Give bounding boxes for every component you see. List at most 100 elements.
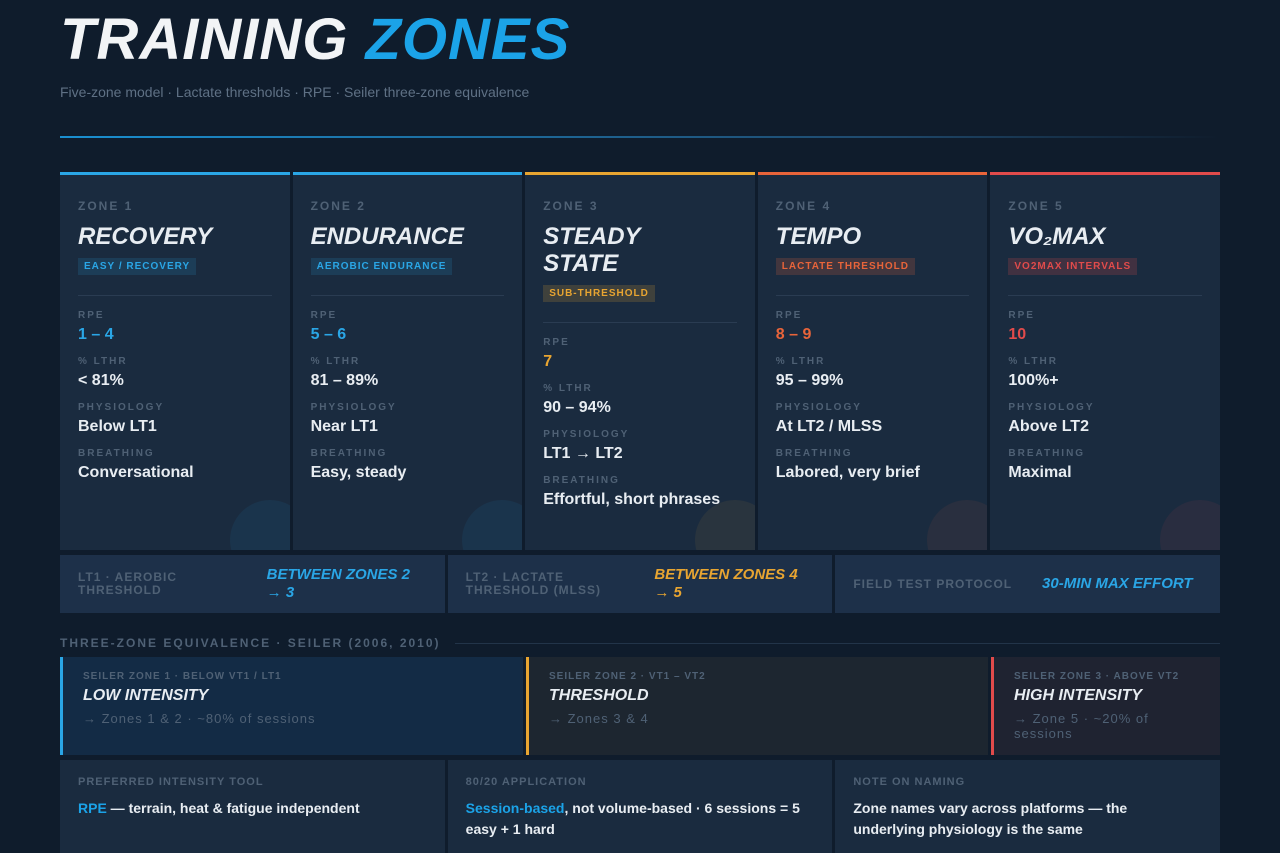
zone-tag: EASY / RECOVERY <box>78 258 197 275</box>
field-label: BREATHING <box>775 448 853 459</box>
field-value: 7 <box>543 353 553 370</box>
note-highlight: Session-based <box>465 800 565 816</box>
note-text: Zone names vary across platforms — the u… <box>853 798 1202 840</box>
field-value: 81 – 89% <box>310 372 379 389</box>
threshold-value: BETWEEN ZONES 2 → 3 <box>266 566 411 601</box>
field-label: % LTHR <box>1008 356 1058 367</box>
title-a: TRAINING <box>60 7 349 72</box>
note-highlight: RPE <box>78 800 107 816</box>
field-value: 90 – 94% <box>543 399 611 416</box>
field-label: RPE <box>543 337 570 348</box>
field-value: 5 – 6 <box>310 326 347 343</box>
zone-card: ZONE 3 STEADY STATE SUB-THRESHOLD RPE 7 % LTH… <box>525 172 755 550</box>
threshold-value: 30-MIN MAX EFFORT <box>1042 575 1193 592</box>
note-text: Zone names vary across platforms — the u… <box>853 800 1128 837</box>
field-value: 100%+ <box>1008 372 1059 389</box>
seiler-name: LOW INTENSITY <box>83 687 209 704</box>
decoration <box>927 500 988 550</box>
threshold: FIELD TEST PROTOCOL 30-MIN MAX EFFORT <box>835 555 1221 613</box>
field-label: % LTHR <box>775 356 826 367</box>
note-label: PREFERRED INTENSITY TOOL <box>78 776 264 788</box>
threshold-label: LT1 · AEROBIC THRESHOLD <box>78 570 177 597</box>
seiler-note: → Zones 1 & 2 · ~80% of sessions <box>83 711 316 726</box>
seiler-zone: SEILER ZONE 1 · BELOW VT1 / LT1 LOW INTEN… <box>60 657 523 755</box>
divider <box>60 136 1220 138</box>
field-value: Conversational <box>78 464 194 481</box>
seiler-name: HIGH INTENSITY <box>1014 687 1143 704</box>
note-text: Session-based, not volume-based · 6 sess… <box>466 798 815 840</box>
field-label: % LTHR <box>310 356 361 367</box>
threshold-label: FIELD TEST PROTOCOL <box>853 576 1013 591</box>
threshold: LT2 · LACTATE THRESHOLD (MLSS) BETWEEN ZO… <box>447 555 833 613</box>
field-label: PHYSIOLOGY <box>1008 402 1095 413</box>
seiler-heading: THREE-ZONE EQUIVALENCE · SEILER (2006, 2… <box>60 636 1220 650</box>
threshold-label: LT2 · LACTATE THRESHOLD (MLSS) <box>465 570 601 597</box>
note: PREFERRED INTENSITY TOOL RPE — terrain, h… <box>60 760 445 853</box>
zone-label: ZONE 5 <box>1008 199 1064 213</box>
zone-name: TEMPO <box>775 223 862 250</box>
field-value: Maximal <box>1008 464 1072 481</box>
decoration <box>1159 500 1220 550</box>
zone-name: STEADY STATE <box>543 223 641 277</box>
zone-label: ZONE 3 <box>543 199 599 213</box>
field-label: BREATHING <box>78 448 155 459</box>
zone-card: ZONE 5 VO₂MAX VO2MAX INTERVALS RPE 10 % LTHR 1… <box>990 172 1220 550</box>
field-value: Effortful, short phrases <box>543 491 721 508</box>
field-value: At LT2 / MLSS <box>775 418 883 435</box>
field-label: RPE <box>78 310 105 321</box>
field-label: PHYSIOLOGY <box>78 402 165 413</box>
note: NOTE ON NAMING Zone names vary across pla… <box>835 760 1221 853</box>
seiler-note: → Zones 3 & 4 <box>549 711 649 726</box>
notes: PREFERRED INTENSITY TOOL RPE — terrain, h… <box>60 760 1221 853</box>
threshold: LT1 · AEROBIC THRESHOLD BETWEEN ZONES 2 →… <box>60 555 445 613</box>
seiler-zone: SEILER ZONE 2 · VT1 – VT2 THRESHOLD → Zone… <box>526 657 988 755</box>
zone-tag: LACTATE THRESHOLD <box>775 258 915 275</box>
field-label: BREATHING <box>543 475 620 486</box>
field-label: RPE <box>775 310 803 321</box>
separator <box>310 295 505 296</box>
zone-label: ZONE 1 <box>78 199 134 213</box>
field-value: Above LT2 <box>1008 418 1089 435</box>
zone-tag: SUB-THRESHOLD <box>543 285 655 302</box>
seiler-zone: SEILER ZONE 3 · ABOVE VT2 HIGH INTENSITY →… <box>991 657 1220 755</box>
subtitle: Five-zone model · Lactate thresholds · R… <box>60 84 530 100</box>
field-value: Near LT1 <box>310 418 378 435</box>
note-text: , not volume-based · 6 sessions = 5 easy… <box>465 800 800 837</box>
seiler-name: THRESHOLD <box>549 687 649 704</box>
title: TRAINING ZONES <box>60 6 570 73</box>
note-label: 80/20 APPLICATION <box>465 776 587 788</box>
field-value: < 81% <box>78 372 124 389</box>
zone-tag: VO2MAX INTERVALS <box>1008 258 1138 275</box>
seiler-label: SEILER ZONE 2 · VT1 – VT2 <box>549 671 706 682</box>
field-value: 8 – 9 <box>775 326 812 343</box>
note-label: NOTE ON NAMING <box>853 776 966 788</box>
decoration <box>229 500 290 550</box>
note-text: — terrain, heat & fatigue independent <box>106 800 360 816</box>
threshold-value: BETWEEN ZONES 4 → 5 <box>654 566 798 601</box>
seiler-label: SEILER ZONE 3 · ABOVE VT2 <box>1014 671 1180 682</box>
field-value: Easy, steady <box>310 464 407 481</box>
zone-card: ZONE 2 ENDURANCE AEROBIC ENDURANCE RPE 5 – 6… <box>292 172 523 550</box>
field-label: PHYSIOLOGY <box>310 402 397 413</box>
zone-name: VO₂MAX <box>1008 223 1106 250</box>
section-title: THREE-ZONE EQUIVALENCE · SEILER (2006, 2… <box>60 636 441 650</box>
separator <box>1008 295 1202 296</box>
rule <box>454 642 1220 644</box>
field-label: BREATHING <box>310 448 388 459</box>
field-value: 10 <box>1008 326 1027 343</box>
zone-label: ZONE 4 <box>775 199 832 213</box>
field-label: % LTHR <box>543 383 593 394</box>
field-label: BREATHING <box>1008 448 1086 459</box>
field-value: Below LT1 <box>78 418 157 435</box>
field-value: 1 – 4 <box>78 326 114 343</box>
field-label: RPE <box>310 310 338 321</box>
note: 80/20 APPLICATION Session-based, not volu… <box>447 760 833 853</box>
field-label: PHYSIOLOGY <box>775 402 862 413</box>
decoration <box>462 500 523 550</box>
seiler-label: SEILER ZONE 1 · BELOW VT1 / LT1 <box>83 671 282 682</box>
separator <box>543 322 737 323</box>
field-label: RPE <box>1008 310 1035 321</box>
field-value: LT1 → LT2 <box>543 445 623 462</box>
field-label: PHYSIOLOGY <box>543 429 630 440</box>
separator <box>78 295 272 296</box>
